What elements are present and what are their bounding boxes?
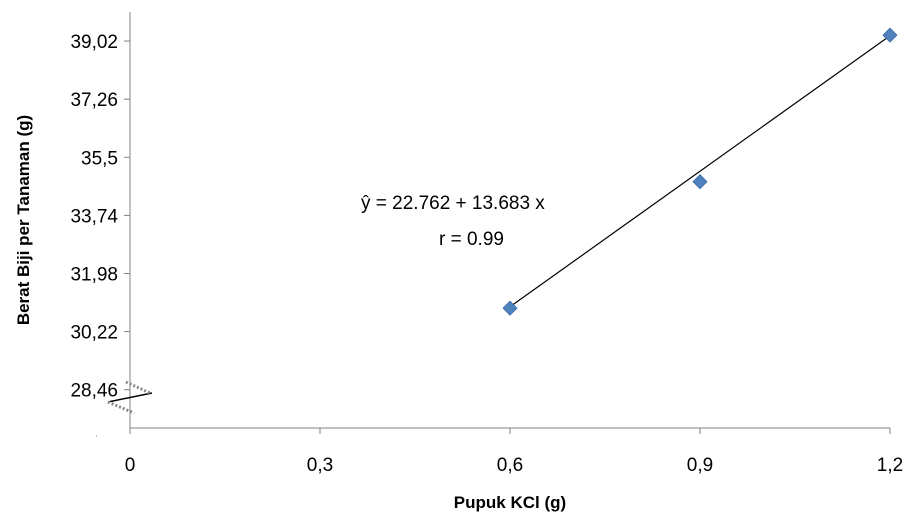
x-axis-title: Pupuk KCl (g) — [454, 493, 566, 512]
x-tick-label: 0,3 — [307, 455, 333, 476]
trendline-group — [509, 35, 891, 308]
x-tick-label: 1,2 — [877, 455, 903, 476]
data-point — [502, 300, 518, 316]
y-tick-label: 30,22 — [70, 323, 118, 344]
y-tick-label: 35,5 — [81, 148, 118, 169]
y-axis-title: Berat Biji per Tanaman (g) — [14, 115, 33, 325]
y-tick-label: 33,74 — [70, 206, 118, 227]
data-point — [692, 174, 708, 190]
x-ticks: 0 0,3 0,6 0,9 1,2 — [125, 428, 903, 476]
x-tick-label: 0 — [125, 455, 136, 476]
y-tick-label: 39,02 — [70, 32, 118, 53]
y-axis-break-icon — [107, 380, 153, 415]
y-tick-label: 37,26 — [70, 90, 118, 111]
axes — [96, 12, 890, 437]
trendline — [509, 35, 891, 308]
y-ticks: 28,46 30,22 31,98 33,74 35,5 37,26 39,02 — [70, 32, 130, 402]
regression-equation: ŷ = 22.762 + 13.683 x — [361, 193, 545, 214]
y-tick-label: 28,46 — [70, 381, 118, 402]
data-point — [882, 27, 898, 43]
x-tick-label: 0,9 — [687, 455, 713, 476]
correlation-coefficient: r = 0.99 — [439, 229, 504, 250]
x-tick-label: 0,6 — [497, 455, 523, 476]
y-tick-label: 31,98 — [70, 264, 118, 285]
data-points — [502, 27, 898, 316]
